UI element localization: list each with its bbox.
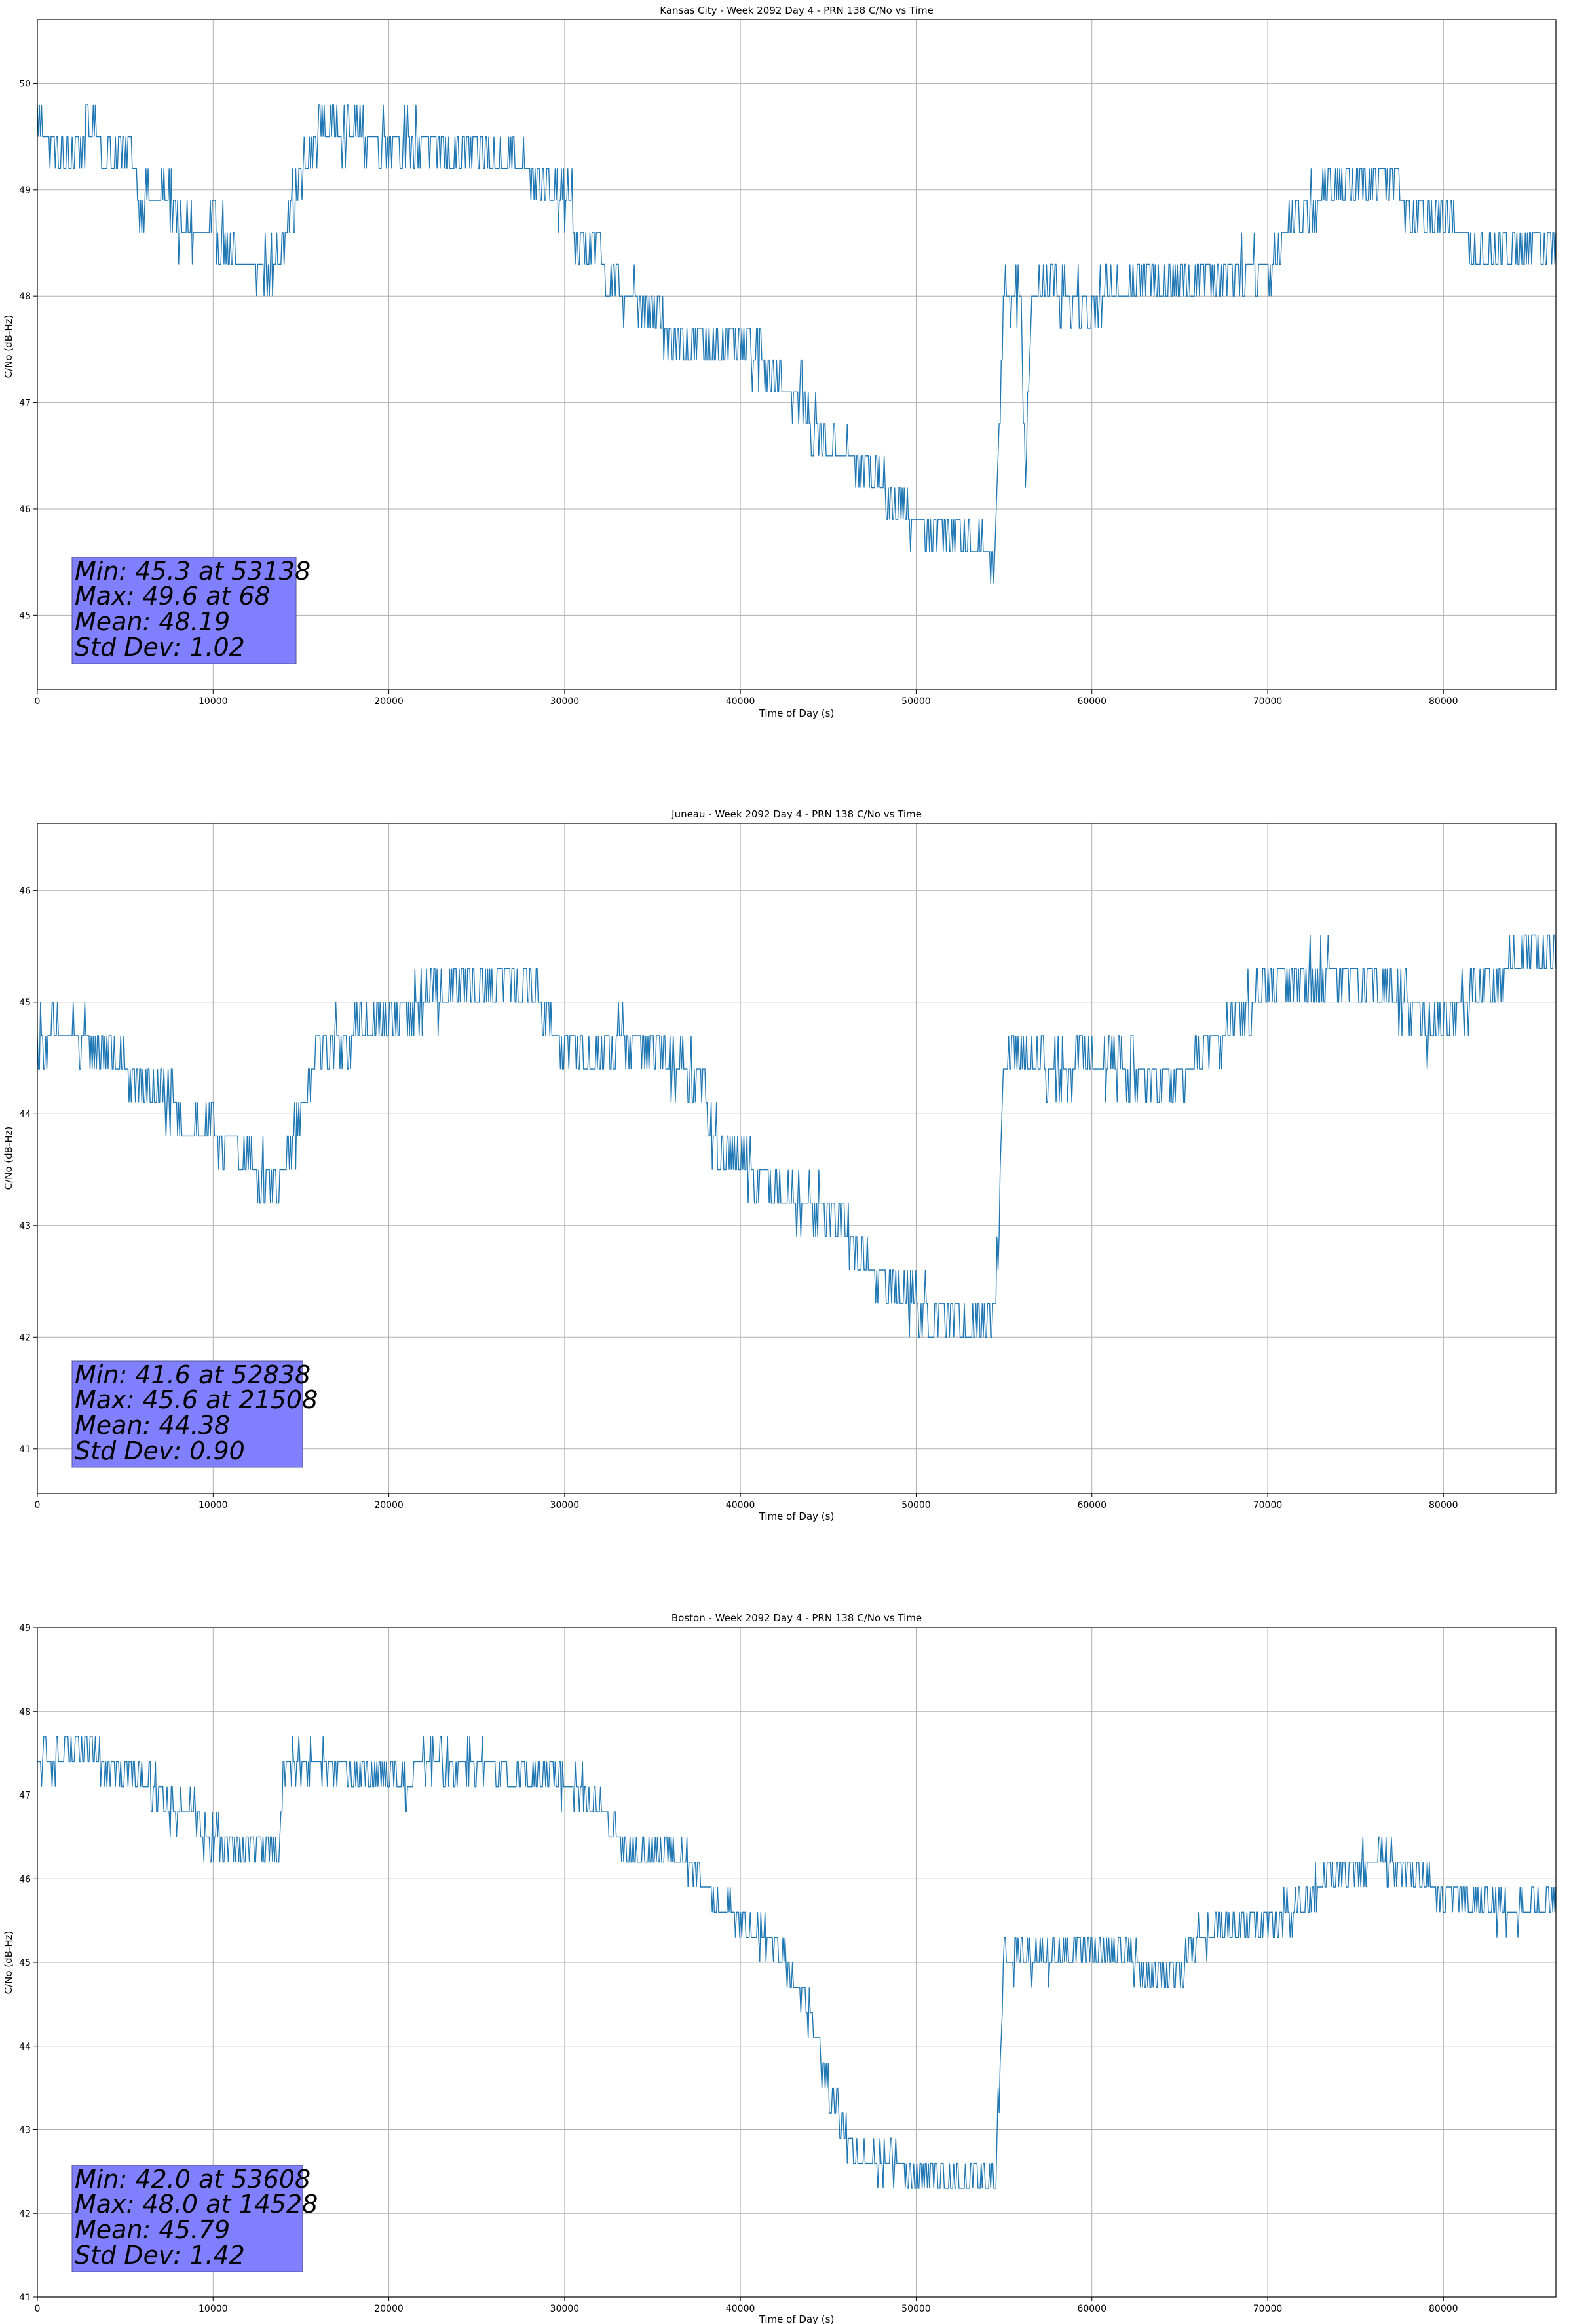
y-tick-label: 43 [19,2126,31,2136]
subplot-boston: Boston - Week 2092 Day 4 - PRN 138 C/No … [3,1612,1557,2324]
stats-std-dev: Std Dev: 1.02 [75,633,245,662]
y-tick-label: 50 [19,79,31,89]
y-tick-label: 49 [19,185,31,196]
x-tick-label: 40000 [726,696,755,707]
y-tick-label: 41 [19,1444,31,1455]
stats-min: Min: 41.6 at 52838 [75,1360,311,1389]
plot-frame [37,823,1557,1494]
x-tick-label: 0 [35,2304,41,2314]
y-tick-label: 49 [19,1623,31,1634]
x-tick-label: 70000 [1253,1500,1283,1510]
stats-box: Min: 42.0 at 53608 Max: 48.0 at 14528 Me… [71,2165,318,2272]
subplot-juneau: Juneau - Week 2092 Day 4 - PRN 138 C/No … [3,808,1557,1522]
x-tick-label: 20000 [374,2304,404,2314]
x-tick-label: 10000 [198,2304,228,2314]
y-tick-label: 44 [19,2042,31,2052]
y-tick-label: 43 [19,1221,31,1231]
x-tick-label: 30000 [550,2304,580,2314]
y-tick-label: 42 [19,1332,31,1343]
y-tick-label: 47 [19,1791,31,1801]
x-tick-label: 20000 [374,696,404,707]
stats-std-dev: Std Dev: 0.90 [75,1436,245,1465]
y-ticks: 41 42 43 44 45 46 [19,886,37,1455]
data-series [37,104,1557,584]
chart-title: Juneau - Week 2092 Day 4 - PRN 138 C/No … [671,808,922,820]
y-tick-label: 47 [19,398,31,409]
y-tick-label: 48 [19,1707,31,1717]
series-line [37,1736,1557,2189]
stats-box: Min: 45.3 at 53138 Max: 49.6 at 68 Mean:… [71,557,311,664]
y-tick-label: 41 [19,2293,31,2303]
y-axis-label: C/No (dB-Hz) [3,1127,14,1190]
x-tick-label: 0 [35,1500,41,1510]
x-tick-label: 60000 [1077,2304,1106,2314]
x-tick-label: 70000 [1253,696,1283,707]
x-tick-label: 10000 [198,1500,228,1510]
y-tick-label: 42 [19,2209,31,2219]
stats-max: Max: 48.0 at 14528 [75,2190,318,2219]
chart-title: Boston - Week 2092 Day 4 - PRN 138 C/No … [671,1612,922,1624]
y-axis-label: C/No (dB-Hz) [3,1931,14,1995]
stats-box-background [71,557,297,664]
x-tick-label: 20000 [374,1500,404,1510]
stats-mean: Mean: 45.79 [75,2215,230,2244]
x-axis-label: Time of Day (s) [759,2314,835,2324]
chart-title: Kansas City - Week 2092 Day 4 - PRN 138 … [660,5,934,16]
y-tick-label: 45 [19,610,31,621]
y-tick-label: 46 [19,886,31,896]
x-ticks: 0 10000 20000 30000 40000 50000 60000 70000 8000… [35,2297,1458,2314]
x-tick-label: 80000 [1429,2304,1458,2314]
x-tick-label: 50000 [901,2304,931,2314]
x-axis-label: Time of Day (s) [759,1510,835,1522]
stats-min: Min: 45.3 at 53138 [75,557,311,586]
stats-max: Max: 49.6 at 68 [75,582,271,610]
x-tick-label: 70000 [1253,2304,1283,2314]
data-series [37,1736,1557,2189]
stats-mean: Mean: 48.19 [75,607,230,636]
y-axis-label: C/No (dB-Hz) [3,315,14,379]
x-tick-label: 60000 [1077,1500,1106,1510]
series-line [37,104,1557,584]
stats-min: Min: 42.0 at 53608 [75,2165,311,2194]
y-ticks: 41 42 43 44 45 46 47 48 49 [19,1623,37,2303]
y-tick-label: 44 [19,1109,31,1119]
stats-std-dev: Std Dev: 1.42 [75,2241,245,2270]
y-ticks: 45 46 47 48 49 50 [19,79,37,621]
stats-box-background [71,2165,303,2272]
plot-frame [37,19,1557,690]
stats-mean: Mean: 44.38 [75,1411,230,1440]
x-ticks: 0 10000 20000 30000 40000 50000 60000 70000 8000… [35,690,1458,707]
y-tick-label: 46 [19,1874,31,1884]
x-tick-label: 50000 [901,1500,931,1510]
y-tick-label: 48 [19,291,31,302]
subplot-kansas-city: Kansas City - Week 2092 Day 4 - PRN 138 … [3,5,1557,719]
x-tick-label: 80000 [1429,1500,1458,1510]
x-tick-label: 0 [35,696,41,707]
series-line [37,934,1557,1338]
x-tick-label: 40000 [726,1500,755,1510]
x-tick-label: 30000 [550,1500,580,1510]
x-tick-label: 30000 [550,696,580,707]
x-tick-label: 10000 [198,696,228,707]
y-tick-label: 45 [19,1958,31,1968]
stats-box-background [71,1360,303,1468]
y-tick-label: 46 [19,504,31,515]
plot-frame [37,1627,1557,2298]
x-tick-label: 80000 [1429,696,1458,707]
x-axis-label: Time of Day (s) [759,707,835,719]
data-series [37,934,1557,1338]
x-tick-label: 50000 [901,696,931,707]
grid-lines [37,20,1556,690]
stats-max: Max: 45.6 at 21508 [75,1385,318,1414]
x-tick-label: 60000 [1077,696,1106,707]
stats-box: Min: 41.6 at 52838 Max: 45.6 at 21508 Me… [71,1360,318,1468]
x-tick-label: 40000 [726,2304,755,2314]
x-ticks: 0 10000 20000 30000 40000 50000 60000 70000 8000… [35,1493,1458,1510]
y-tick-label: 45 [19,998,31,1008]
